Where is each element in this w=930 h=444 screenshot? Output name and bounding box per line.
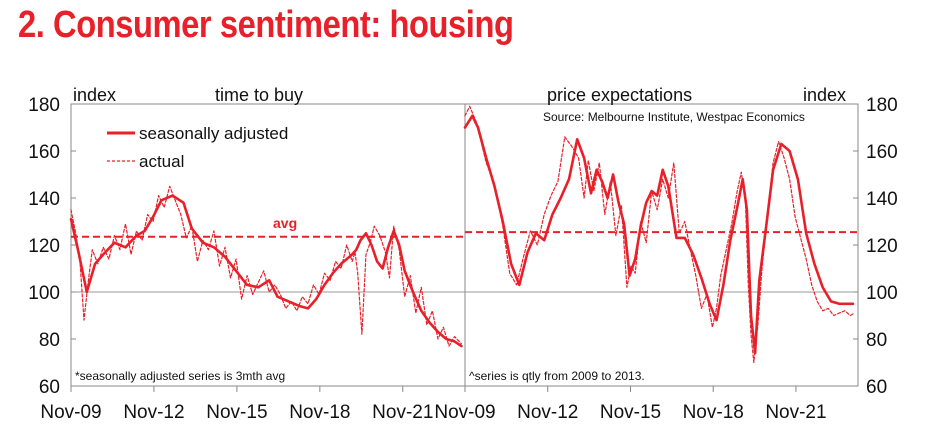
left-ylabel: index: [73, 85, 116, 105]
right-panel-title: price expectations: [547, 85, 692, 105]
right-seasonally-adjusted-line: [463, 114, 855, 355]
series-lines: [69, 105, 856, 364]
right-x-tick-label: Nov-21: [765, 402, 826, 423]
left-y-tick-label: 180: [28, 95, 60, 116]
left-x-tick-label: Nov-09: [40, 402, 101, 423]
legend-label-seasonally-adjusted: seasonally adjusted: [139, 124, 288, 143]
chart-frame: [70, 103, 859, 392]
left-y-tick-label: 140: [28, 189, 60, 210]
right-x-tick-label: Nov-09: [434, 402, 495, 423]
left-y-tick-label: 120: [28, 236, 60, 257]
left-actual-line: [70, 185, 462, 347]
left-x-tick-label: Nov-15: [206, 402, 267, 423]
source-note: Source: Melbourne Institute, Westpac Eco…: [543, 110, 805, 124]
right-actual-line: [464, 105, 856, 364]
right-x-tick-label: Nov-18: [683, 402, 744, 423]
left-y-tick-label: 160: [28, 142, 60, 163]
right-y-tick-label: 80: [866, 330, 887, 351]
right-x-tick-label: Nov-15: [600, 402, 661, 423]
right-y-tick-label: 180: [866, 95, 898, 116]
left-x-tick-label: Nov-18: [289, 402, 350, 423]
right-y-tick-label: 140: [866, 189, 898, 210]
legend-label-actual: actual: [139, 152, 184, 171]
left-y-tick-label: 100: [28, 283, 60, 304]
right-y-tick-label: 100: [866, 283, 898, 304]
tick-labels: 60 80 100 120 140 160 180 Nov-09 Nov-12 Nov-15 Nov…: [28, 95, 897, 423]
page-title: 2. Consumer sentiment: housing: [18, 4, 514, 46]
avg-label: avg: [273, 215, 297, 231]
right-x-tick-label: Nov-12: [517, 402, 578, 423]
left-x-tick-label: Nov-12: [123, 402, 184, 423]
left-panel-title: time to buy: [215, 85, 303, 105]
right-y-tick-label: 160: [866, 142, 898, 163]
left-footnote: *seasonally adjusted series is 3mth avg: [75, 369, 285, 383]
right-y-tick-label: 60: [866, 377, 887, 398]
left-y-tick-label: 60: [39, 377, 60, 398]
right-footnote: ^series is qtly from 2009 to 2013.: [469, 369, 645, 383]
right-ylabel: index: [803, 85, 846, 105]
left-x-tick-label: Nov-21: [372, 402, 433, 423]
left-seasonally-adjusted-line: [69, 194, 463, 348]
right-y-tick-label: 120: [866, 236, 898, 257]
left-y-tick-label: 80: [39, 330, 60, 351]
